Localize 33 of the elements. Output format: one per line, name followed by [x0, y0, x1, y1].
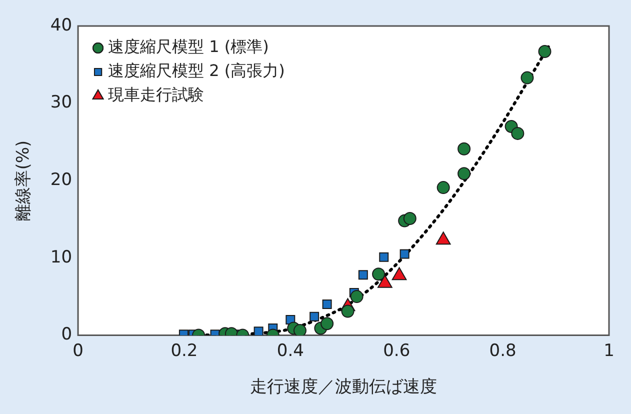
- x-tick-label: 0.4: [276, 340, 304, 361]
- x-tick-label: 1: [604, 340, 614, 361]
- legend-label: 現車走行試験: [108, 85, 204, 104]
- point: [520, 71, 534, 84]
- x-tick-label: 0.6: [383, 340, 410, 361]
- x-tick-label: 0.8: [489, 340, 516, 361]
- point: [350, 290, 364, 304]
- point: [458, 142, 471, 156]
- point: [403, 212, 416, 225]
- legend-label: 速度縮尺模型 1 (標準): [108, 37, 269, 56]
- point: [379, 252, 389, 262]
- point: [254, 326, 264, 336]
- point: [372, 268, 386, 281]
- y-axis-title: 離線率(%): [14, 140, 34, 221]
- y-tick-label: 20: [50, 170, 72, 190]
- x-tick-label: 0.2: [170, 340, 198, 361]
- y-tick-label: 0: [61, 324, 72, 345]
- point: [310, 312, 320, 322]
- legend-label: 速度縮尺模型 2 (高張力): [108, 61, 285, 80]
- point: [511, 126, 524, 140]
- point: [341, 304, 354, 318]
- y-tick-label: 10: [50, 247, 72, 268]
- point: [400, 249, 410, 259]
- x-axis-title: 走行速度／波動伝ば速度: [250, 377, 438, 398]
- y-tick-label: 30: [50, 92, 72, 113]
- point: [320, 317, 334, 330]
- point: [436, 181, 450, 194]
- point: [322, 300, 332, 310]
- point: [458, 167, 471, 180]
- point: [538, 45, 552, 58]
- point: [293, 324, 306, 336]
- y-tick-label: 40: [50, 15, 72, 36]
- point: [358, 270, 368, 280]
